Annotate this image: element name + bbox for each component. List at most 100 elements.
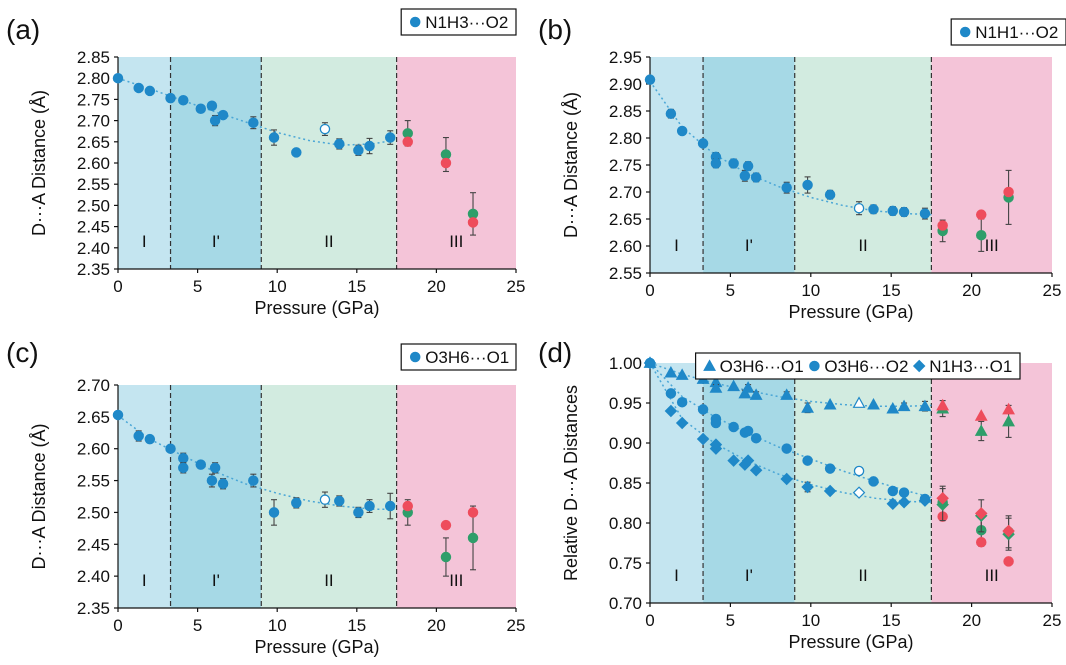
y-tick-label: 2.70 [609,183,642,202]
data-point [1002,524,1015,538]
x-tick-label: 15 [347,277,366,296]
data-point [897,399,911,412]
region-4 [931,363,1052,603]
data-point [334,138,345,150]
y-tick-label: 2.55 [77,472,110,491]
data-point [268,132,280,143]
data-point [664,404,678,418]
x-tick-label: 25 [1043,611,1062,630]
x-tick-label: 15 [882,281,901,300]
data-point [665,108,677,119]
region-label: III [449,571,463,590]
data-point [676,125,688,137]
data-point [727,454,740,467]
data-point [643,356,657,370]
data-point [291,147,302,158]
data-point [402,128,413,139]
panel-letter: (b) [538,14,572,45]
region-label: II [324,232,333,251]
data-point [710,417,722,429]
x-tick-label: 10 [268,616,287,635]
data-point [780,472,793,486]
data-point [974,507,988,520]
legend-marker [409,16,421,28]
fit-curve [117,414,397,510]
y-tick-label: 2.40 [77,239,110,258]
legend: N1H1···O2 [950,18,1066,46]
data-point [728,421,739,433]
data-point [868,204,879,215]
data-point [467,507,479,518]
data-point [852,396,866,408]
data-point [852,486,866,499]
data-point [749,388,763,400]
y-tick-label: 2.35 [77,260,110,279]
data-point [440,551,452,563]
region-label: I' [212,571,220,590]
y-tick-label: 2.40 [77,567,110,586]
data-point [291,497,302,509]
y-tick-label: 2.85 [77,48,110,67]
data-point [178,453,189,464]
y-tick-label: 2.75 [77,90,110,109]
x-axis-title: Pressure (GPa) [788,632,913,652]
data-point [675,416,689,430]
y-axis-title: Relative D···A Distances [561,385,581,581]
region-label: II [858,236,867,255]
fit-curve [117,77,397,146]
data-point [918,494,932,507]
region-3 [794,363,932,603]
x-tick-label: 10 [801,281,820,300]
data-point [898,206,910,218]
data-point [248,117,259,128]
legend-marker [959,26,971,38]
data-point [974,409,988,421]
x-tick-label: 0 [645,281,654,300]
data-point [697,138,709,149]
x-tick-label: 0 [113,616,122,635]
y-tick-label: 0.95 [609,394,642,413]
legend-label: N1H1···O2 [975,23,1058,42]
region-label: II [324,571,333,590]
x-tick-label: 0 [113,277,122,296]
y-tick-label: 0.85 [609,474,642,493]
data-point [665,388,677,399]
data-point [936,498,949,511]
x-tick-label: 15 [882,611,901,630]
region-2 [703,363,795,603]
data-point [887,205,899,217]
data-point [1003,186,1014,198]
x-tick-label: 20 [962,281,981,300]
data-point [749,463,763,477]
y-tick-label: 2.50 [77,196,110,215]
data-point [178,94,189,106]
data-point [144,85,156,97]
region-label: III [985,236,999,255]
legend-label: O3H6···O2 [824,357,908,376]
region-4 [396,57,516,269]
region-label: II [858,566,867,585]
y-tick-label: 2.90 [609,75,642,94]
data-point [728,158,739,169]
region-2 [170,57,262,269]
data-point [644,74,656,85]
region-4 [931,57,1052,273]
y-tick-label: 2.80 [77,69,110,88]
panel-letter: (d) [538,337,572,368]
data-point [165,92,176,104]
data-point [824,189,836,200]
x-tick-label: 10 [801,611,820,630]
y-axis-title: D···A Distance (Å) [29,423,49,569]
x-tick-label: 25 [1043,281,1062,300]
region-1 [650,57,704,273]
data-point [206,475,218,486]
data-point [780,388,794,400]
y-tick-label: 2.45 [77,218,110,237]
region-3 [261,57,397,269]
data-point [750,172,762,183]
data-point [802,179,813,191]
data-point [868,476,879,487]
data-point [195,459,207,470]
data-point [675,368,689,380]
